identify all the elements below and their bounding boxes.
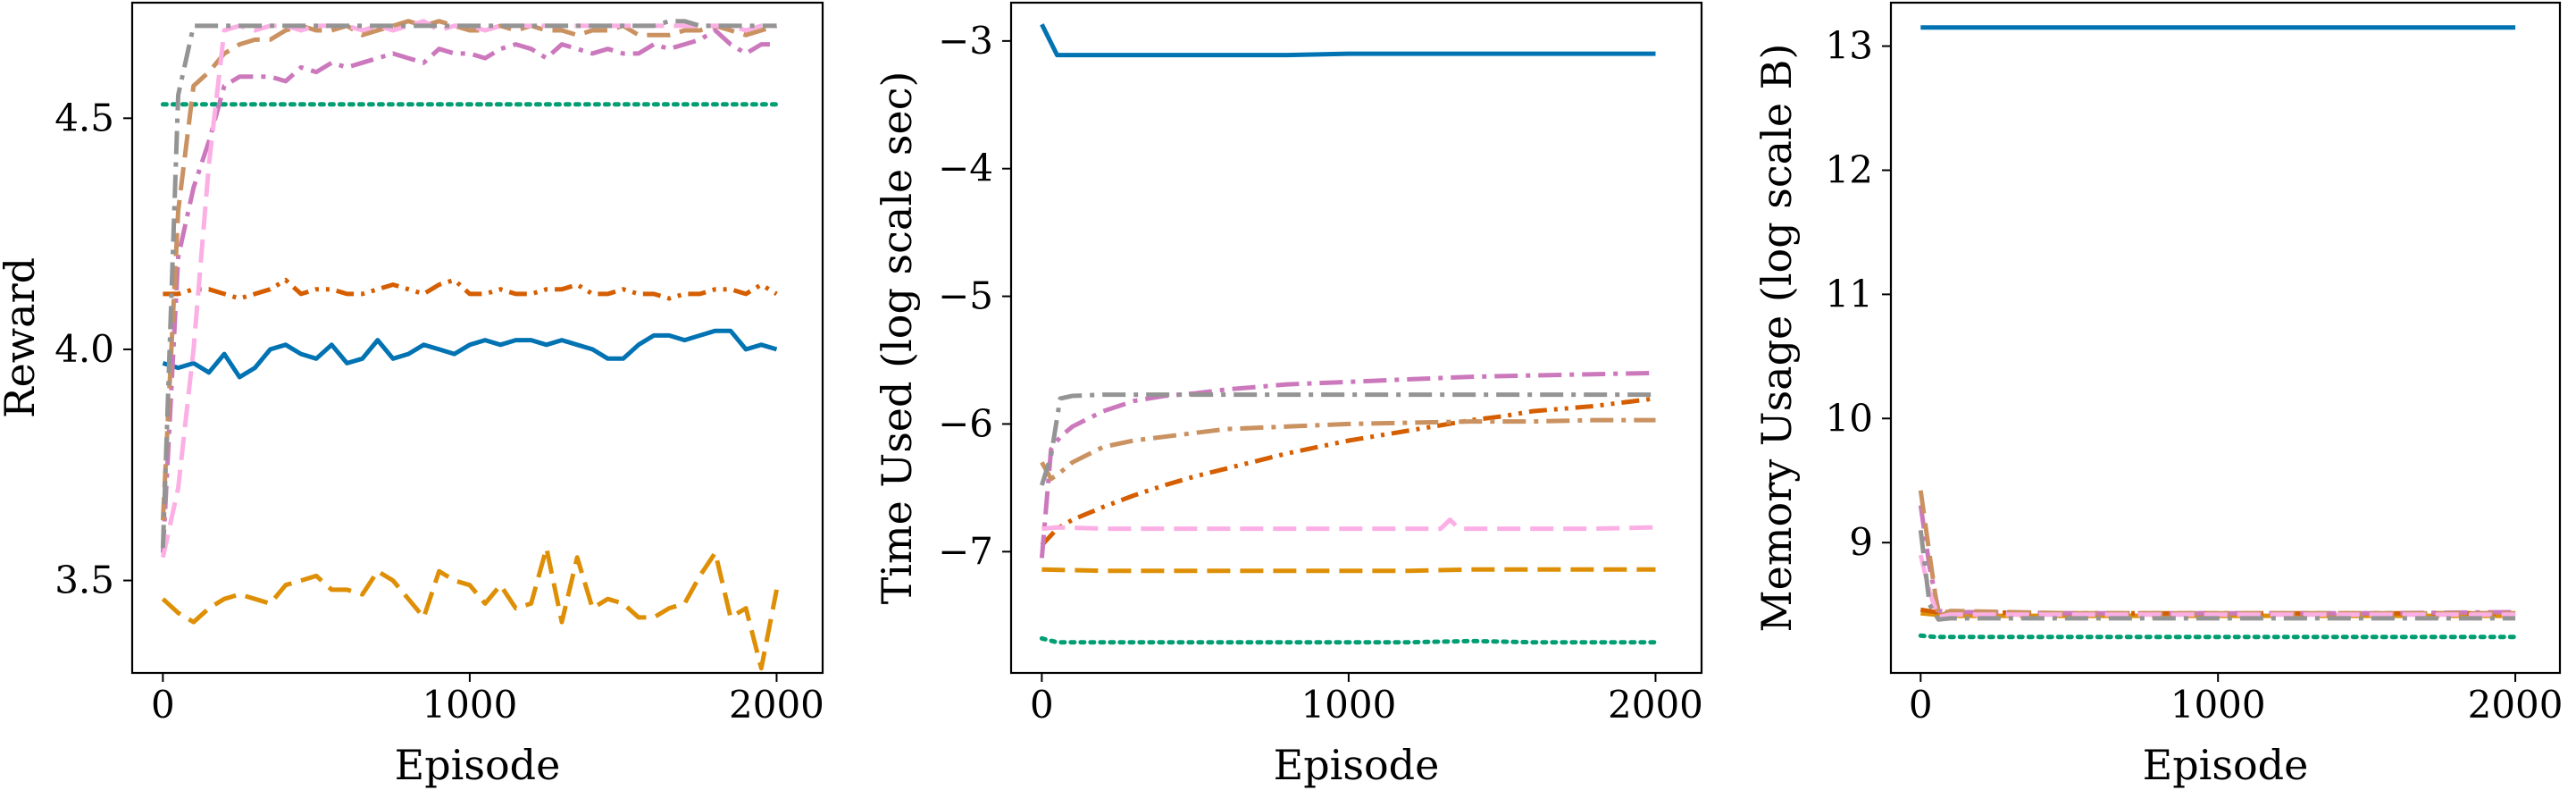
- y-tick-label: 13: [1826, 24, 1873, 68]
- series-line-orange: [161, 545, 779, 671]
- y-tick-label: −7: [938, 529, 993, 573]
- x-tick-label: 0: [151, 683, 175, 727]
- chart-panel-2: 0 1000 2000 −7 −6 −5 −4 −3 Episode Time Used (log…: [873, 1, 1703, 789]
- series-line-pink: [1041, 517, 1656, 532]
- series-line-tan: [160, 19, 778, 521]
- series-line-gray: [1040, 392, 1656, 486]
- series-group: [1039, 23, 1658, 645]
- y-tick-label: 11: [1826, 272, 1873, 315]
- series-group: [160, 19, 779, 671]
- x-tick-label: 2000: [1608, 683, 1703, 727]
- y-axis-label: Time Used (log scale sec): [873, 71, 921, 605]
- chart-panel-1: 0 1000 2000 3.5 4.0 4.5 Episode Reward: [0, 1, 824, 789]
- series-line-pink: [160, 19, 777, 559]
- series-line-gray: [1918, 530, 2516, 622]
- series-line-vermillion: [163, 277, 778, 301]
- y-tick-label: 9: [1849, 520, 1873, 564]
- series-line-purple: [1918, 505, 2516, 616]
- x-tick-label: 0: [1909, 683, 1933, 727]
- series-line-green: [1039, 635, 1658, 645]
- y-tick-label: 4.5: [54, 96, 114, 139]
- series-line-green: [1918, 633, 2518, 640]
- series-line-orange: [1920, 610, 2516, 618]
- series-line-blue: [162, 328, 778, 380]
- chart-panel-3: 0 1000 2000 9 10 11 12 13 Episode Memory Usage (l…: [1752, 1, 2563, 789]
- y-tick-label: −4: [938, 147, 993, 190]
- y-tick-label: −3: [938, 19, 993, 63]
- y-tick-label: −6: [938, 401, 993, 445]
- plot-frame: [1009, 1, 1703, 675]
- plot-frame: [1889, 1, 2562, 675]
- series-group: [1918, 25, 2518, 640]
- y-tick-label: 12: [1826, 148, 1873, 192]
- x-axis-label: Episode: [2143, 741, 2309, 789]
- x-tick-label: 1000: [422, 683, 517, 727]
- plot-frame: [130, 1, 824, 675]
- series-line-tan: [1040, 417, 1656, 482]
- y-tick-label: 10: [1826, 396, 1873, 440]
- x-tick-label: 0: [1030, 683, 1054, 727]
- series-line-purple: [1039, 370, 1656, 559]
- y-tick-label: 4.0: [54, 327, 114, 371]
- x-tick-label: 2000: [729, 683, 824, 727]
- x-tick-label: 1000: [2170, 683, 2266, 727]
- x-axis-label: Episode: [1274, 741, 1440, 789]
- x-axis-label: Episode: [395, 741, 561, 789]
- y-axis-label: Reward: [0, 257, 44, 418]
- series-line-tan: [1918, 490, 2516, 619]
- series-line-pink: [1918, 554, 2516, 619]
- x-tick-label: 1000: [1301, 683, 1396, 727]
- series-line-purple: [160, 28, 777, 553]
- y-tick-label: −5: [938, 274, 993, 318]
- x-tick-label: 2000: [2468, 683, 2563, 727]
- series-line-orange: [1041, 567, 1656, 574]
- y-tick-label: 3.5: [54, 559, 114, 602]
- series-line-gray: [160, 19, 777, 549]
- series-line-blue: [1040, 23, 1656, 58]
- y-axis-label: Memory Usage (log scale B): [1752, 44, 1801, 633]
